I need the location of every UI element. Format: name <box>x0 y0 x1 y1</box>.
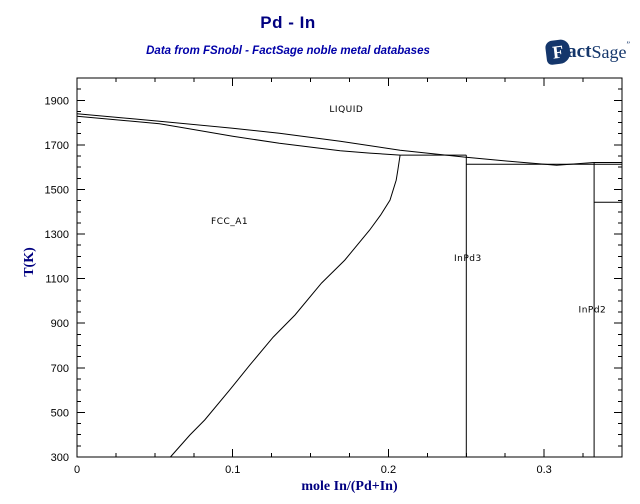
y-tick-label: 1300 <box>45 229 69 241</box>
y-tick-label: 1900 <box>45 95 69 107</box>
region-label-liquid: LIQUID <box>329 105 363 115</box>
logo-act-text: act <box>567 41 592 62</box>
y-tick-label: 900 <box>51 318 69 330</box>
chart-title: Pd - In <box>260 13 316 32</box>
x-axis-title: mole In/(Pd+In) <box>301 479 398 494</box>
y-tick-label: 1500 <box>45 184 69 196</box>
plot-frame <box>76 77 623 458</box>
y-tick-label: 500 <box>51 407 69 419</box>
region-label-inpd2: InPd2 <box>579 305 607 315</box>
series-solidus <box>76 115 401 156</box>
region-label-inpd3: InPd3 <box>454 254 482 264</box>
x-tick-label: 0 <box>74 464 80 476</box>
y-axis-title: T(K) <box>22 247 37 277</box>
series-liquidus <box>76 113 622 166</box>
y-tick-label: 1100 <box>45 274 69 286</box>
series-fcc-solvus <box>170 155 401 458</box>
region-label-fcc_a1: FCC_A1 <box>211 217 248 227</box>
chart-subtitle: Data from FSnobl - FactSage noble metal … <box>146 45 430 57</box>
x-tick-label: 0.3 <box>536 464 551 476</box>
logo-sage-text: Sage <box>591 41 627 62</box>
x-tick-label: 0.2 <box>381 464 396 476</box>
x-tick-label: 0.1 <box>225 464 240 476</box>
y-tick-label: 300 <box>51 452 69 464</box>
y-tick-label: 1700 <box>45 140 69 152</box>
y-tick-label: 700 <box>51 363 69 375</box>
axis-ticks <box>76 77 623 458</box>
logo-trademark: ” <box>626 40 630 49</box>
